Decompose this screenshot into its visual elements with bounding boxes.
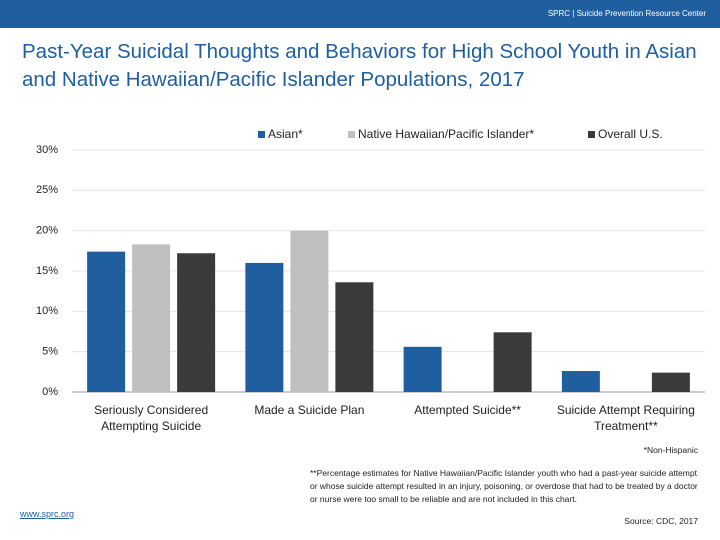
- x-tick-label: Suicide Attempt Requiring Treatment**: [556, 403, 695, 433]
- banner-text: SPRC | Suicide Prevention Resource Cente…: [547, 9, 706, 18]
- y-tick-label: 15%: [36, 265, 58, 277]
- bar: [87, 251, 126, 392]
- bar: [561, 371, 600, 392]
- source: Source: CDC, 2017: [624, 516, 698, 526]
- website-link[interactable]: www.sprc.org: [20, 509, 75, 519]
- legend-label: Asian*: [268, 127, 303, 141]
- bar: [290, 230, 329, 392]
- y-tick-label: 25%: [36, 184, 58, 196]
- legend-swatch: [588, 131, 595, 138]
- y-tick-label: 30%: [36, 144, 58, 156]
- y-tick-label: 10%: [36, 305, 58, 317]
- y-tick-label: 5%: [42, 346, 58, 358]
- banner: [0, 0, 720, 28]
- footnote: **Percentage estimates for Native Hawaii…: [310, 468, 698, 504]
- chart-title: Past-Year Suicidal Thoughts and Behavior…: [22, 40, 697, 91]
- legend-label: Overall U.S.: [598, 127, 663, 141]
- bar: [403, 346, 442, 392]
- footnote: *Non-Hispanic: [643, 445, 698, 455]
- bar: [245, 262, 284, 392]
- bar: [177, 253, 216, 392]
- x-tick-label: Made a Suicide Plan: [254, 403, 365, 417]
- bar: [651, 372, 690, 392]
- legend-swatch: [348, 131, 355, 138]
- y-tick-label: 0%: [42, 386, 58, 398]
- bar: [335, 282, 374, 392]
- legend-swatch: [258, 131, 265, 138]
- x-tick-label: Attempted Suicide**: [414, 403, 521, 417]
- legend-label: Native Hawaiian/Pacific Islander*: [358, 127, 534, 141]
- bar: [493, 332, 532, 392]
- y-tick-label: 20%: [36, 225, 58, 237]
- bar: [132, 244, 171, 392]
- x-tick-label: Seriously Considered Attempting Suicide: [94, 403, 209, 433]
